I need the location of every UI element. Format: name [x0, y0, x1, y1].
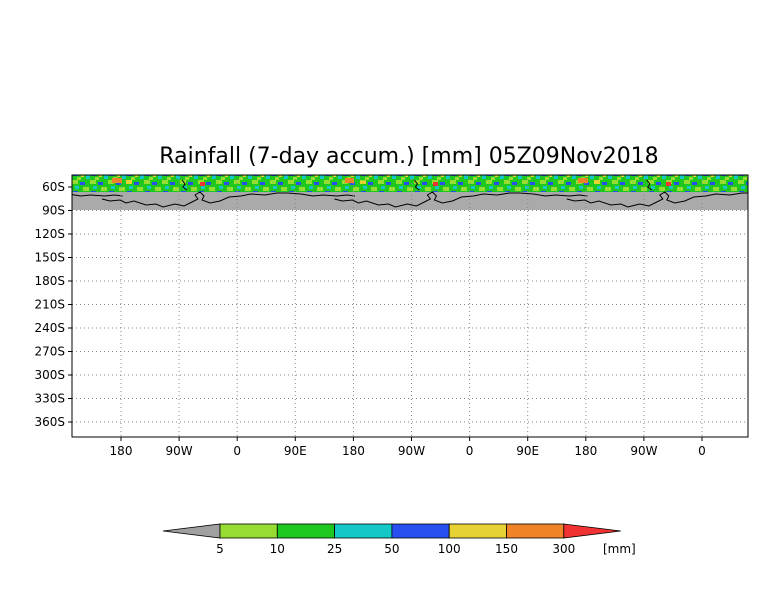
lon-tick-label: 0	[698, 444, 706, 458]
colorbar-high-triangle	[563, 523, 621, 539]
grid-lines	[72, 175, 748, 437]
lon-tick-label: 90E	[284, 444, 307, 458]
lon-tick-label: 180	[574, 444, 597, 458]
colorbar-box	[391, 523, 450, 539]
lat-tick-label: 270S	[34, 345, 65, 359]
lon-tick-label: 180	[342, 444, 365, 458]
colorbar-box	[506, 523, 565, 539]
rainfall-band	[72, 175, 748, 192]
colorbar-label: 50	[384, 542, 399, 556]
lat-tick-label: 90S	[42, 204, 65, 218]
colorbar-label: 25	[327, 542, 342, 556]
rain-hotspots	[112, 178, 671, 186]
land-mask	[72, 192, 748, 210]
colorbar: 5 10 25 50 100 150 300	[162, 523, 621, 556]
lat-tick-label: 60S	[42, 180, 65, 194]
colorbar-label: 100	[438, 542, 461, 556]
lat-tick-label: 180S	[34, 274, 65, 288]
lon-tick-label: 90W	[398, 444, 425, 458]
colorbar-box	[334, 523, 393, 539]
lon-tick-label: 180	[110, 444, 133, 458]
plot-frame	[71, 174, 749, 438]
map-plot	[72, 175, 748, 437]
colorbar-label: 150	[495, 542, 518, 556]
colorbar-label: 300	[552, 542, 575, 556]
lon-tick-label: 0	[233, 444, 241, 458]
colorbar-low-triangle	[162, 523, 221, 539]
lat-tick-label: 300S	[34, 368, 65, 382]
lon-tick-label: 90W	[166, 444, 193, 458]
colorbar-box	[276, 523, 335, 539]
colorbar-unit: [mm]	[603, 542, 636, 556]
coastline	[72, 179, 748, 208]
lat-tick-label: 330S	[34, 392, 65, 406]
colorbar-box	[448, 523, 507, 539]
colorbar-box	[219, 523, 278, 539]
lat-tick-label: 360S	[34, 415, 65, 429]
colorbar-label: 10	[270, 542, 285, 556]
lat-tick-label: 120S	[34, 227, 65, 241]
lon-axis: 180 90W 0 90E 180 90W 0 90E 180 90W 0	[110, 437, 706, 458]
lat-tick-label: 240S	[34, 321, 65, 335]
lat-axis: 60S 90S 120S 150S 180S 210S 240S 270S 300S 330S 36…	[34, 180, 72, 429]
lon-tick-label: 0	[466, 444, 474, 458]
lon-tick-label: 90E	[516, 444, 539, 458]
colorbar-label: 5	[216, 542, 224, 556]
lon-tick-label: 90W	[630, 444, 657, 458]
map-title: Rainfall (7-day accum.) [mm] 05Z09Nov201…	[159, 144, 658, 169]
lat-tick-label: 150S	[34, 251, 65, 265]
lat-tick-label: 210S	[34, 298, 65, 312]
